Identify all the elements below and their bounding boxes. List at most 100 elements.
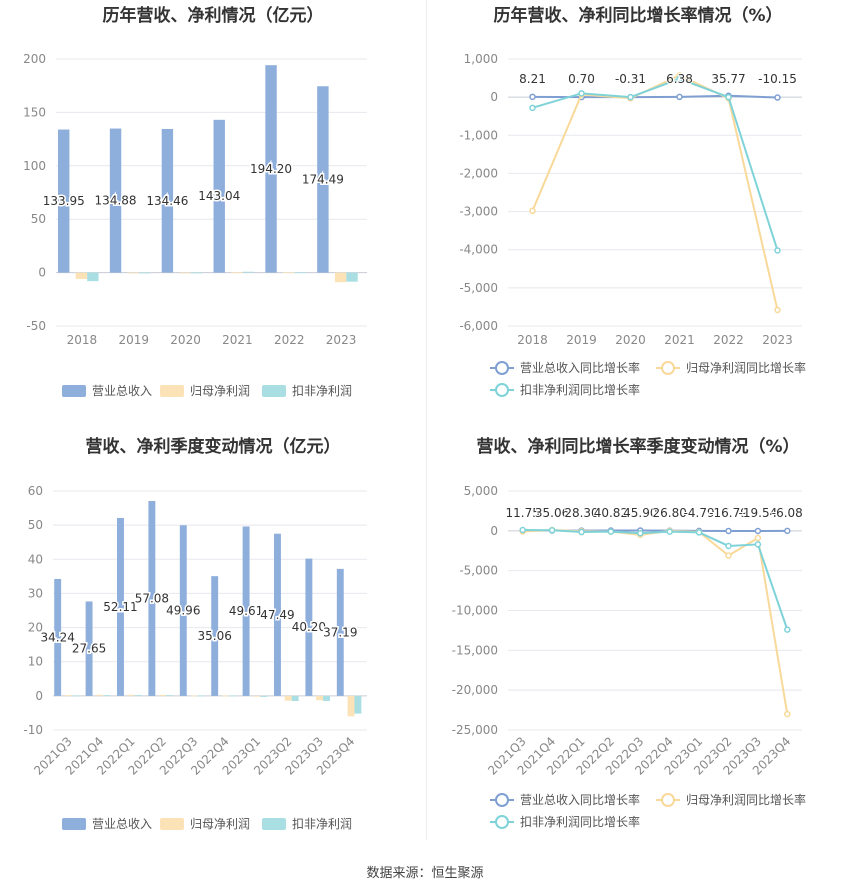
bar-扣非净利润 [354, 695, 362, 714]
y-tick-label: -10,000 [452, 604, 498, 618]
point-扣非净利润同比增长率 [725, 93, 732, 101]
data-label: 27.65 [72, 642, 106, 656]
legend-marker [495, 793, 509, 807]
y-tick-label: -2,000 [459, 166, 498, 180]
point-营业总收入同比增长率 [529, 93, 536, 101]
bar-营业总收入 [117, 517, 124, 696]
legend-item-扣非净利润[interactable]: 扣非净利润 [262, 817, 352, 831]
point-营业总收入同比增长率 [725, 527, 732, 535]
line-营业总收入同比增长率 [532, 94, 778, 99]
data-label: 49.61 [229, 604, 263, 618]
point-扣非净利润同比增长率 [695, 529, 703, 536]
data-label: -19.54 [739, 506, 778, 520]
point-扣非净利润同比增长率 [529, 104, 536, 112]
data-label: 52.11 [103, 600, 137, 614]
bar-归母净利润 [221, 695, 229, 697]
bar-营业总收入 [179, 525, 187, 696]
data-label: 45.90 [623, 506, 657, 520]
y-tick-label: 10 [28, 655, 43, 669]
y-tick-label: 1,000 [464, 52, 498, 66]
data-label: 8.21 [519, 72, 546, 86]
bar-营业总收入 [148, 500, 156, 696]
legend-label: 归母净利润同比增长率 [686, 360, 806, 375]
bar-归母净利润 [190, 695, 198, 697]
y-tick-label: 150 [23, 105, 46, 119]
legend-item-归母净利润[interactable]: 归母净利润 [160, 384, 250, 398]
legend-item-营业总收入同比增长率[interactable]: 营业总收入同比增长率 [490, 792, 640, 807]
data-label: -6.08 [772, 506, 803, 520]
data-label: -16.79 [709, 506, 748, 520]
line-归母净利润同比增长率 [531, 74, 779, 311]
data-label: -0.31 [615, 72, 646, 86]
x-tick-label: 2018 [67, 333, 98, 347]
bar-扣非净利润 [197, 695, 205, 697]
legend-item-营业总收入同比增长率[interactable]: 营业总收入同比增长率 [490, 360, 640, 375]
legend-item-扣非净利润同比增长率[interactable]: 扣非净利润同比增长率 [490, 382, 640, 397]
legend-item-营业总收入[interactable]: 营业总收入 [62, 817, 152, 831]
bar-营业总收入 [85, 601, 93, 696]
legend-swatch [160, 818, 184, 830]
legend-label: 营业总收入 [92, 817, 152, 831]
bar-归母净利润 [64, 695, 72, 696]
point-扣非净利润同比增长率 [754, 541, 762, 548]
legend-marker [495, 815, 509, 829]
legend-item-扣非净利润[interactable]: 扣非净利润 [262, 384, 352, 398]
y-tick-label: 0 [38, 266, 46, 280]
bar-扣非净利润 [190, 272, 203, 274]
y-tick-label: 50 [28, 518, 43, 532]
chart-4: 营收、净利同比增长率季度变动情况（%） -25,000 -20,000 -15,000… [452, 436, 806, 829]
point-营业总收入同比增长率 [754, 527, 762, 535]
bar-营业总收入 [58, 129, 70, 273]
chart-title: 营收、净利同比增长率季度变动情况（%） [476, 436, 799, 457]
bar-归母净利润 [127, 694, 135, 696]
bar-归母净利润 [127, 272, 139, 274]
legend-item-归母净利润同比增长率[interactable]: 归母净利润同比增长率 [656, 360, 806, 375]
y-tick-label: -4,000 [459, 243, 498, 257]
y-tick-label: -5,000 [459, 281, 498, 295]
data-label: 49.96 [166, 604, 200, 618]
bar-扣非净利润 [323, 695, 330, 701]
legend-item-营业总收入[interactable]: 营业总收入 [62, 384, 152, 398]
legend-label: 扣非净利润同比增长率 [520, 814, 640, 829]
point-扣非净利润同比增长率 [627, 93, 634, 101]
legend-item-扣非净利润同比增长率[interactable]: 扣非净利润同比增长率 [490, 814, 640, 829]
chart-2: 历年营收、净利同比增长率情况（%） -6,000 -5,000 -4,000 -3,00… [459, 5, 806, 397]
bar-扣非净利润 [103, 695, 111, 696]
data-label: 35.77 [711, 72, 745, 86]
bar-营业总收入 [317, 86, 329, 273]
data-label: 6.38 [666, 72, 693, 86]
y-tick-label: 0 [490, 90, 498, 104]
chart-title: 历年营收、净利同比增长率情况（%） [493, 5, 782, 26]
point-归母净利润同比增长率 [529, 207, 536, 215]
bar-归母净利润 [334, 272, 347, 283]
y-tick-label: -3,000 [459, 205, 498, 219]
y-tick-label: 20 [28, 621, 43, 635]
y-tick-label: -20,000 [452, 683, 498, 697]
legend-label: 扣非净利润 [292, 817, 352, 831]
legend-label: 扣非净利润同比增长率 [520, 382, 640, 397]
bar-营业总收入 [211, 576, 219, 696]
y-tick-label: 30 [28, 586, 43, 600]
chart-3: 营收、净利季度变动情况（亿元）-1001020304050602021Q3202… [23, 436, 367, 831]
legend-label: 归母净利润同比增长率 [686, 792, 806, 807]
x-tick-label: 2021 [222, 333, 253, 347]
y-tick-label: -15,000 [452, 643, 498, 657]
legend-item-归母净利润同比增长率[interactable]: 归母净利润同比增长率 [656, 792, 806, 807]
legend-marker [495, 383, 509, 397]
x-tick-label: 2023 [326, 333, 357, 347]
legend-marker [495, 361, 509, 375]
legend-item-归母净利润[interactable]: 归母净利润 [160, 817, 250, 831]
bar-营业总收入 [274, 533, 281, 696]
bar-营业总收入 [242, 526, 250, 696]
x-tick-label: 2019 [118, 333, 149, 347]
x-tick-label: 2022 [274, 333, 305, 347]
point-归母净利润同比增长率 [725, 552, 732, 559]
bar-扣非净利润 [71, 695, 79, 697]
bar-扣非净利润 [138, 272, 151, 274]
data-label: -4.79 [684, 506, 715, 520]
line-扣非净利润同比增长率 [522, 529, 789, 630]
legend-swatch [262, 818, 286, 830]
legend-label: 营业总收入 [92, 384, 152, 398]
point-扣非净利润同比增长率 [637, 529, 644, 537]
bar-扣非净利润 [260, 695, 268, 697]
